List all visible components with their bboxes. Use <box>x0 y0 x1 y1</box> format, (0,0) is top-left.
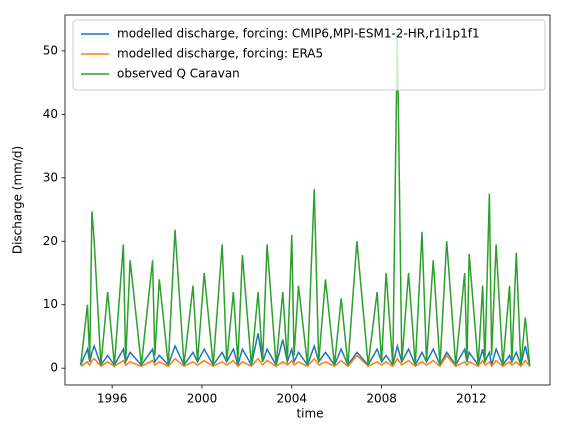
y-tick-label: 50 <box>43 43 58 57</box>
y-tick-label: 30 <box>43 170 58 184</box>
y-tick-label: 10 <box>43 297 58 311</box>
series-line <box>79 31 531 367</box>
x-tick-label: 2000 <box>187 392 218 406</box>
x-tick-label: 2004 <box>277 392 308 406</box>
legend-label: observed Q Caravan <box>117 67 240 81</box>
x-tick-label: 2012 <box>456 392 487 406</box>
legend-label: modelled discharge, forcing: ERA5 <box>117 47 323 61</box>
x-tick-label: 1996 <box>97 392 128 406</box>
y-tick-label: 40 <box>43 107 58 121</box>
y-tick-label: 20 <box>43 234 58 248</box>
series-line <box>80 354 531 368</box>
series-line <box>80 333 531 368</box>
legend-box <box>72 19 546 91</box>
x-tick-label: 2008 <box>366 392 397 406</box>
y-axis-label: Discharge (mm/d) <box>11 146 25 254</box>
y-tick-label: 0 <box>50 361 58 375</box>
x-axis-label: time <box>296 407 323 421</box>
axes-frame <box>64 14 551 386</box>
legend-label: modelled discharge, forcing: CMIP6,MPI-E… <box>117 27 480 41</box>
